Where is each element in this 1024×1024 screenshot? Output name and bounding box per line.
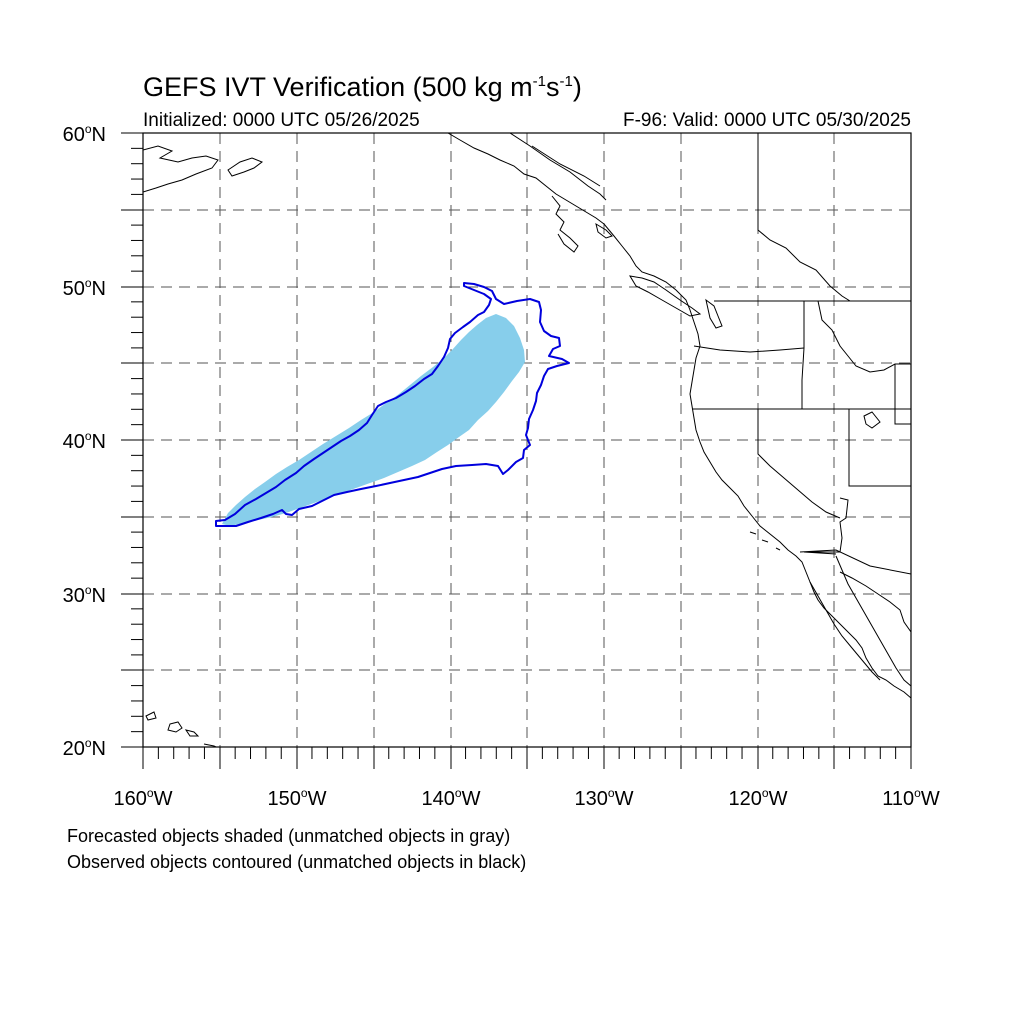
lon-label-110: 110oW <box>882 786 940 810</box>
axis-ticks <box>121 132 912 769</box>
footnote-observed: Observed objects contoured (unmatched ob… <box>67 852 527 872</box>
footnote-forecast: Forecasted objects shaded (unmatched obj… <box>67 826 511 846</box>
lon-label-120: 120oW <box>728 786 788 810</box>
lat-label-40: 40oN <box>62 429 106 453</box>
coastlines <box>143 133 911 747</box>
lon-label-140: 140oW <box>421 786 481 810</box>
map-title: GEFS IVT Verification (500 kg m-1s-1) <box>143 72 582 102</box>
lat-label-50: 50oN <box>62 276 106 300</box>
political-borders <box>531 133 911 575</box>
lat-label-30: 30oN <box>62 583 106 607</box>
valid-time-label: F-96: Valid: 0000 UTC 05/30/2025 <box>623 110 911 131</box>
lon-label-150: 150oW <box>267 786 327 810</box>
init-time-label: Initialized: 0000 UTC 05/26/2025 <box>143 110 420 131</box>
forecast-object <box>222 314 525 526</box>
observed-object-contour <box>215 282 570 527</box>
lat-label-20: 20oN <box>62 736 106 760</box>
lon-label-160: 160oW <box>113 786 173 810</box>
lon-label-130: 130oW <box>574 786 634 810</box>
lat-label-60: 60oN <box>62 122 106 146</box>
